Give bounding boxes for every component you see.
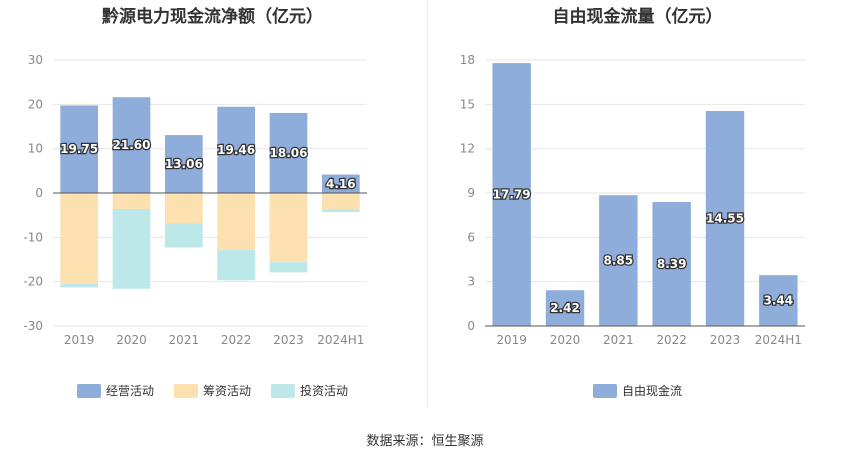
bar-自由现金流-2020 (545, 290, 585, 326)
data-label: 8.85 (604, 254, 634, 268)
legend-item-investing[interactable]: 投资活动 (271, 382, 348, 399)
y-tick-label: 3 (467, 275, 475, 289)
legend-swatch-operating (76, 383, 101, 398)
data-label: 14.55 (706, 211, 744, 225)
x-tick-label: 2022 (656, 333, 687, 347)
bar-筹资活动-2019 (60, 193, 99, 284)
net-cashflow-chart: 30 20 10 0 -10 -20 -30 2019 2020 2021 2022 2023 2024… (23, 53, 367, 347)
y-tick-label: 20 (28, 97, 43, 111)
data-label: 19.75 (60, 142, 98, 156)
data-label: 18.06 (270, 146, 308, 160)
x-tick-label: 2020 (550, 333, 581, 347)
bar-经营活动-2021 (164, 135, 203, 193)
free-cashflow-chart-title: 自由现金流量（亿元） (552, 7, 723, 27)
x-tick-label: 2021 (169, 333, 200, 347)
y-tick-label: -20 (23, 275, 43, 289)
bar-自由现金流-2021 (599, 195, 638, 326)
net-cashflow-chart-title: 黔源电力现金流净额（亿元） (102, 7, 323, 27)
free-cashflow-legend: 自由现金流 (425, 382, 850, 399)
bar-投资活动-2019 (60, 283, 99, 288)
bar-投资活动-2024H1 (321, 209, 360, 213)
legend-swatch-financing (173, 383, 198, 398)
bar-投资活动-2022 (217, 249, 256, 281)
net-cashflow-legend: 经营活动 筹资活动 投资活动 (0, 382, 425, 399)
bar-投资活动-2021 (164, 223, 203, 248)
y-tick-label: 30 (28, 53, 43, 67)
bar-自由现金流-2023 (705, 110, 745, 326)
data-label: 13.06 (165, 157, 203, 171)
panel-divider (427, 0, 428, 408)
x-tick-label: 2023 (710, 333, 741, 347)
x-tick-label: 2023 (273, 333, 304, 347)
legend-item-financing[interactable]: 筹资活动 (173, 382, 251, 399)
y-tick-label: 6 (467, 230, 475, 244)
x-tick-label: 2024H1 (317, 333, 364, 347)
data-label: 2.42 (550, 301, 580, 315)
free-cashflow-chart-panel: 自由现金流量（亿元） 18 15 12 9 6 3 0 2019 2020 2021 2022 202… (425, 0, 850, 410)
bar-经营活动-2024H1 (321, 174, 360, 193)
net-cashflow-chart-panel: 黔源电力现金流净额（亿元） 30 20 10 0 -10 -20 -30 2019 2020 20… (0, 0, 425, 410)
bar-投资活动-2020 (112, 208, 151, 289)
legend-swatch-investing (271, 383, 295, 398)
bar-筹资活动-2022 (217, 193, 256, 250)
data-label: 3.44 (764, 294, 794, 308)
bar-筹资活动-2024H1 (321, 193, 360, 210)
bar-经营活动-2023 (269, 112, 308, 193)
y-tick-label: 0 (467, 319, 475, 333)
y-tick-label: 12 (460, 142, 475, 156)
x-tick-label: 2019 (496, 333, 527, 347)
legend-label-financing: 筹资活动 (202, 384, 251, 398)
data-label: 8.39 (657, 257, 687, 271)
bar-筹资活动-2021 (164, 193, 203, 224)
legend-label-investing: 投资活动 (300, 384, 349, 398)
bar-筹资活动-2020 (112, 193, 151, 209)
legend-swatch-free-cashflow (592, 383, 617, 398)
data-label: 19.46 (217, 143, 255, 157)
x-tick-label: 2019 (64, 333, 95, 347)
bar-经营活动-2020 (112, 97, 151, 193)
data-source-note: 数据来源：恒生聚源 (366, 434, 484, 449)
y-tick-label: -30 (23, 319, 43, 333)
free-cashflow-chart: 18 15 12 9 6 3 0 2019 2020 2021 2022 2023 2024H1 17.7… (460, 53, 805, 347)
y-tick-label: -10 (23, 230, 43, 244)
bar-经营活动-2019 (60, 105, 99, 193)
legend-item-free-cashflow[interactable]: 自由现金流 (592, 382, 682, 399)
data-label: 17.79 (493, 188, 531, 202)
bar-筹资活动-2023 (269, 193, 308, 263)
y-tick-label: 15 (460, 97, 475, 111)
bar-自由现金流-2019 (492, 63, 531, 326)
bar-经营活动-2022 (217, 106, 256, 193)
legend-label-free-cashflow: 自由现金流 (621, 384, 682, 398)
x-tick-label: 2020 (116, 333, 147, 347)
data-label: 4.16 (326, 177, 356, 191)
bar-投资活动-2023 (269, 262, 308, 273)
x-tick-label: 2024H1 (755, 333, 802, 347)
bar-自由现金流-2024H1 (759, 275, 798, 326)
data-label: 21.60 (113, 138, 151, 152)
legend-label-operating: 经营活动 (105, 384, 154, 398)
x-tick-label: 2022 (221, 333, 252, 347)
y-tick-label: 10 (28, 142, 43, 156)
x-tick-label: 2021 (603, 333, 634, 347)
legend-item-operating[interactable]: 经营活动 (76, 382, 154, 399)
y-tick-label: 0 (35, 186, 43, 200)
y-tick-label: 18 (460, 53, 475, 67)
bar-自由现金流-2022 (652, 202, 691, 326)
y-tick-label: 9 (467, 186, 475, 200)
